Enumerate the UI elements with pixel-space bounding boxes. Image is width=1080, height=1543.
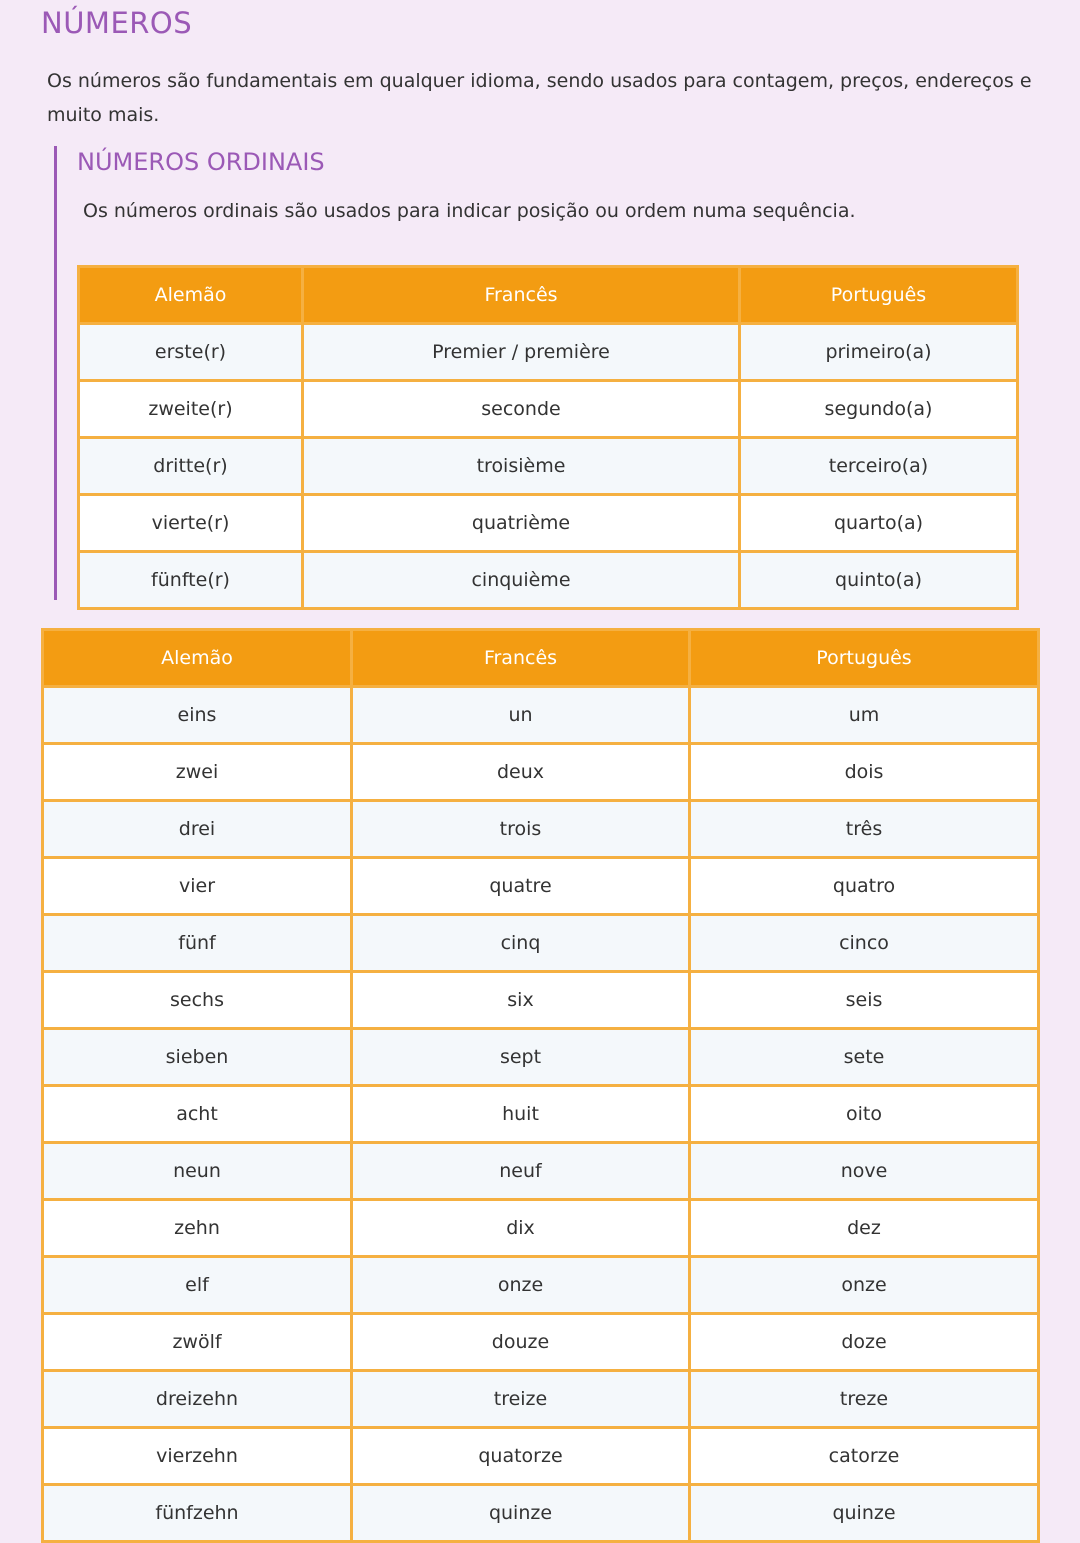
column-header: Português xyxy=(688,628,1040,688)
table-row: neun neuf nove xyxy=(41,1141,1040,1201)
table-cell: neuf xyxy=(350,1141,691,1201)
table-row: fünfte(r) cinquième quinto(a) xyxy=(77,550,1019,610)
table-cell: sechs xyxy=(41,970,353,1030)
table-cell: neun xyxy=(41,1141,353,1201)
table-cell: três xyxy=(688,799,1040,859)
table-row: zwölf douze doze xyxy=(41,1312,1040,1372)
table-cell: onze xyxy=(350,1255,691,1315)
table-header-row: Alemão Francês Português xyxy=(77,265,1019,325)
table-cell: quatrième xyxy=(301,493,741,553)
table-cell: quatro xyxy=(688,856,1040,916)
table-cell: quinze xyxy=(350,1483,691,1543)
table-cell: fünf xyxy=(41,913,353,973)
table-cell: elf xyxy=(41,1255,353,1315)
table-cell: eins xyxy=(41,685,353,745)
page-title: NÚMEROS xyxy=(41,6,193,40)
table-cell: oito xyxy=(688,1084,1040,1144)
table-cell: zwölf xyxy=(41,1312,353,1372)
table-row: elf onze onze xyxy=(41,1255,1040,1315)
table-row: acht huit oito xyxy=(41,1084,1040,1144)
cardinal-table: Alemão Francês Português eins un um zwei deu… xyxy=(41,628,1040,1543)
table-cell: six xyxy=(350,970,691,1030)
table-row: sechs six seis xyxy=(41,970,1040,1030)
table-row: zehn dix dez xyxy=(41,1198,1040,1258)
table-cell: doze xyxy=(688,1312,1040,1372)
table-cell: fünfte(r) xyxy=(77,550,304,610)
table-cell: dritte(r) xyxy=(77,436,304,496)
table-cell: un xyxy=(350,685,691,745)
table-cell: dix xyxy=(350,1198,691,1258)
table-cell: quarto(a) xyxy=(738,493,1019,553)
table-cell: troisième xyxy=(301,436,741,496)
table-cell: catorze xyxy=(688,1426,1040,1486)
table-cell: sept xyxy=(350,1027,691,1087)
table-cell: primeiro(a) xyxy=(738,322,1019,382)
table-row: sieben sept sete xyxy=(41,1027,1040,1087)
table-cell: zwei xyxy=(41,742,353,802)
table-cell: dois xyxy=(688,742,1040,802)
table-cell: nove xyxy=(688,1141,1040,1201)
table-cell: huit xyxy=(350,1084,691,1144)
table-cell: Premier / première xyxy=(301,322,741,382)
table-row: fünf cinq cinco xyxy=(41,913,1040,973)
table-cell: quinze xyxy=(688,1483,1040,1543)
table-cell: trois xyxy=(350,799,691,859)
table-cell: zweite(r) xyxy=(77,379,304,439)
table-cell: quatre xyxy=(350,856,691,916)
section-title: NÚMEROS ORDINAIS xyxy=(77,148,325,176)
table-row: zwei deux dois xyxy=(41,742,1040,802)
table-cell: deux xyxy=(350,742,691,802)
table-row: vier quatre quatro xyxy=(41,856,1040,916)
table-cell: dez xyxy=(688,1198,1040,1258)
column-header: Português xyxy=(738,265,1019,325)
table-cell: um xyxy=(688,685,1040,745)
table-cell: drei xyxy=(41,799,353,859)
section-accent-bar xyxy=(54,146,57,600)
table-cell: quatorze xyxy=(350,1426,691,1486)
intro-text: Os números são fundamentais em qualquer … xyxy=(47,70,1032,126)
table-cell: seis xyxy=(688,970,1040,1030)
table-cell: quinto(a) xyxy=(738,550,1019,610)
table-cell: acht xyxy=(41,1084,353,1144)
table-cell: cinquième xyxy=(301,550,741,610)
table-cell: cinco xyxy=(688,913,1040,973)
table-cell: vierte(r) xyxy=(77,493,304,553)
table-row: vierzehn quatorze catorze xyxy=(41,1426,1040,1486)
table-cell: terceiro(a) xyxy=(738,436,1019,496)
table-cell: segundo(a) xyxy=(738,379,1019,439)
table-cell: vier xyxy=(41,856,353,916)
table-cell: dreizehn xyxy=(41,1369,353,1429)
table-cell: sete xyxy=(688,1027,1040,1087)
table-row: dreizehn treize treze xyxy=(41,1369,1040,1429)
table-cell: treze xyxy=(688,1369,1040,1429)
table-row: eins un um xyxy=(41,685,1040,745)
ordinal-table: Alemão Francês Português erste(r) Premier… xyxy=(77,265,1019,610)
section-description: Os números ordinais são usados para indi… xyxy=(83,200,856,222)
table-cell: sieben xyxy=(41,1027,353,1087)
column-header: Francês xyxy=(301,265,741,325)
table-cell: erste(r) xyxy=(77,322,304,382)
table-row: zweite(r) seconde segundo(a) xyxy=(77,379,1019,439)
table-header-row: Alemão Francês Português xyxy=(41,628,1040,688)
table-cell: cinq xyxy=(350,913,691,973)
table-cell: treize xyxy=(350,1369,691,1429)
table-row: dritte(r) troisième terceiro(a) xyxy=(77,436,1019,496)
table-cell: seconde xyxy=(301,379,741,439)
table-row: fünfzehn quinze quinze xyxy=(41,1483,1040,1543)
table-cell: vierzehn xyxy=(41,1426,353,1486)
column-header: Francês xyxy=(350,628,691,688)
table-cell: fünfzehn xyxy=(41,1483,353,1543)
table-row: vierte(r) quatrième quarto(a) xyxy=(77,493,1019,553)
table-cell: onze xyxy=(688,1255,1040,1315)
table-row: drei trois três xyxy=(41,799,1040,859)
table-row: erste(r) Premier / première primeiro(a) xyxy=(77,322,1019,382)
column-header: Alemão xyxy=(77,265,304,325)
table-cell: zehn xyxy=(41,1198,353,1258)
table-cell: douze xyxy=(350,1312,691,1372)
column-header: Alemão xyxy=(41,628,353,688)
